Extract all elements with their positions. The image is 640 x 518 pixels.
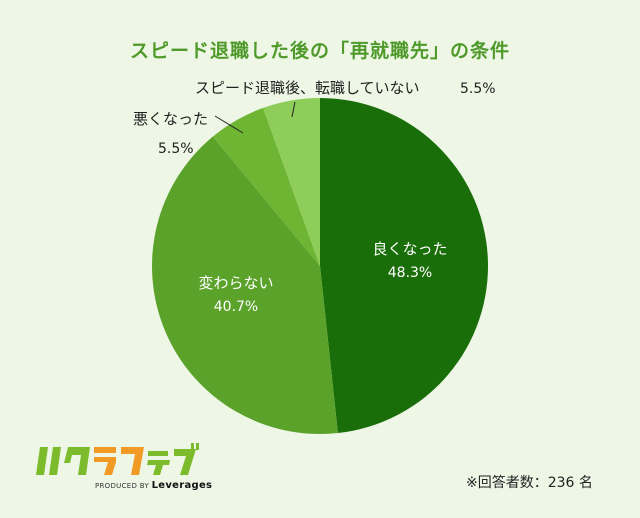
label-worse-pct: 5.5% — [158, 141, 194, 157]
leader-line-worse — [214, 115, 244, 134]
produced-by-text: PRODUCED BY — [95, 482, 150, 490]
label-no-job: スピード退職後、転職していない — [195, 79, 420, 97]
label-good-text: 良くなった — [372, 240, 448, 258]
pie-slice — [212, 107, 320, 266]
produced-by: PRODUCED BY Leverages — [95, 480, 212, 491]
label-worse: 悪くなった — [133, 110, 209, 128]
leader-line-no-job — [291, 101, 296, 118]
label-no-job-pct: 5.5% — [460, 81, 496, 97]
label-same: 変わらない 40.7% — [186, 272, 286, 315]
pie-slice — [151, 136, 338, 435]
label-same-text: 変わらない — [198, 274, 274, 292]
pie-slice — [263, 98, 320, 266]
chart-title: スピード退職した後の「再就職先」の条件 — [129, 40, 510, 62]
label-good: 良くなった 48.3% — [360, 238, 460, 281]
label-good-pct: 48.3% — [387, 265, 433, 281]
label-same-pct: 40.7% — [213, 299, 259, 315]
pie-slice — [320, 98, 489, 434]
company-name: Leverages — [151, 480, 213, 491]
brand-logo — [36, 443, 199, 475]
respondent-note: ※回答者数：236 名 — [466, 475, 593, 491]
